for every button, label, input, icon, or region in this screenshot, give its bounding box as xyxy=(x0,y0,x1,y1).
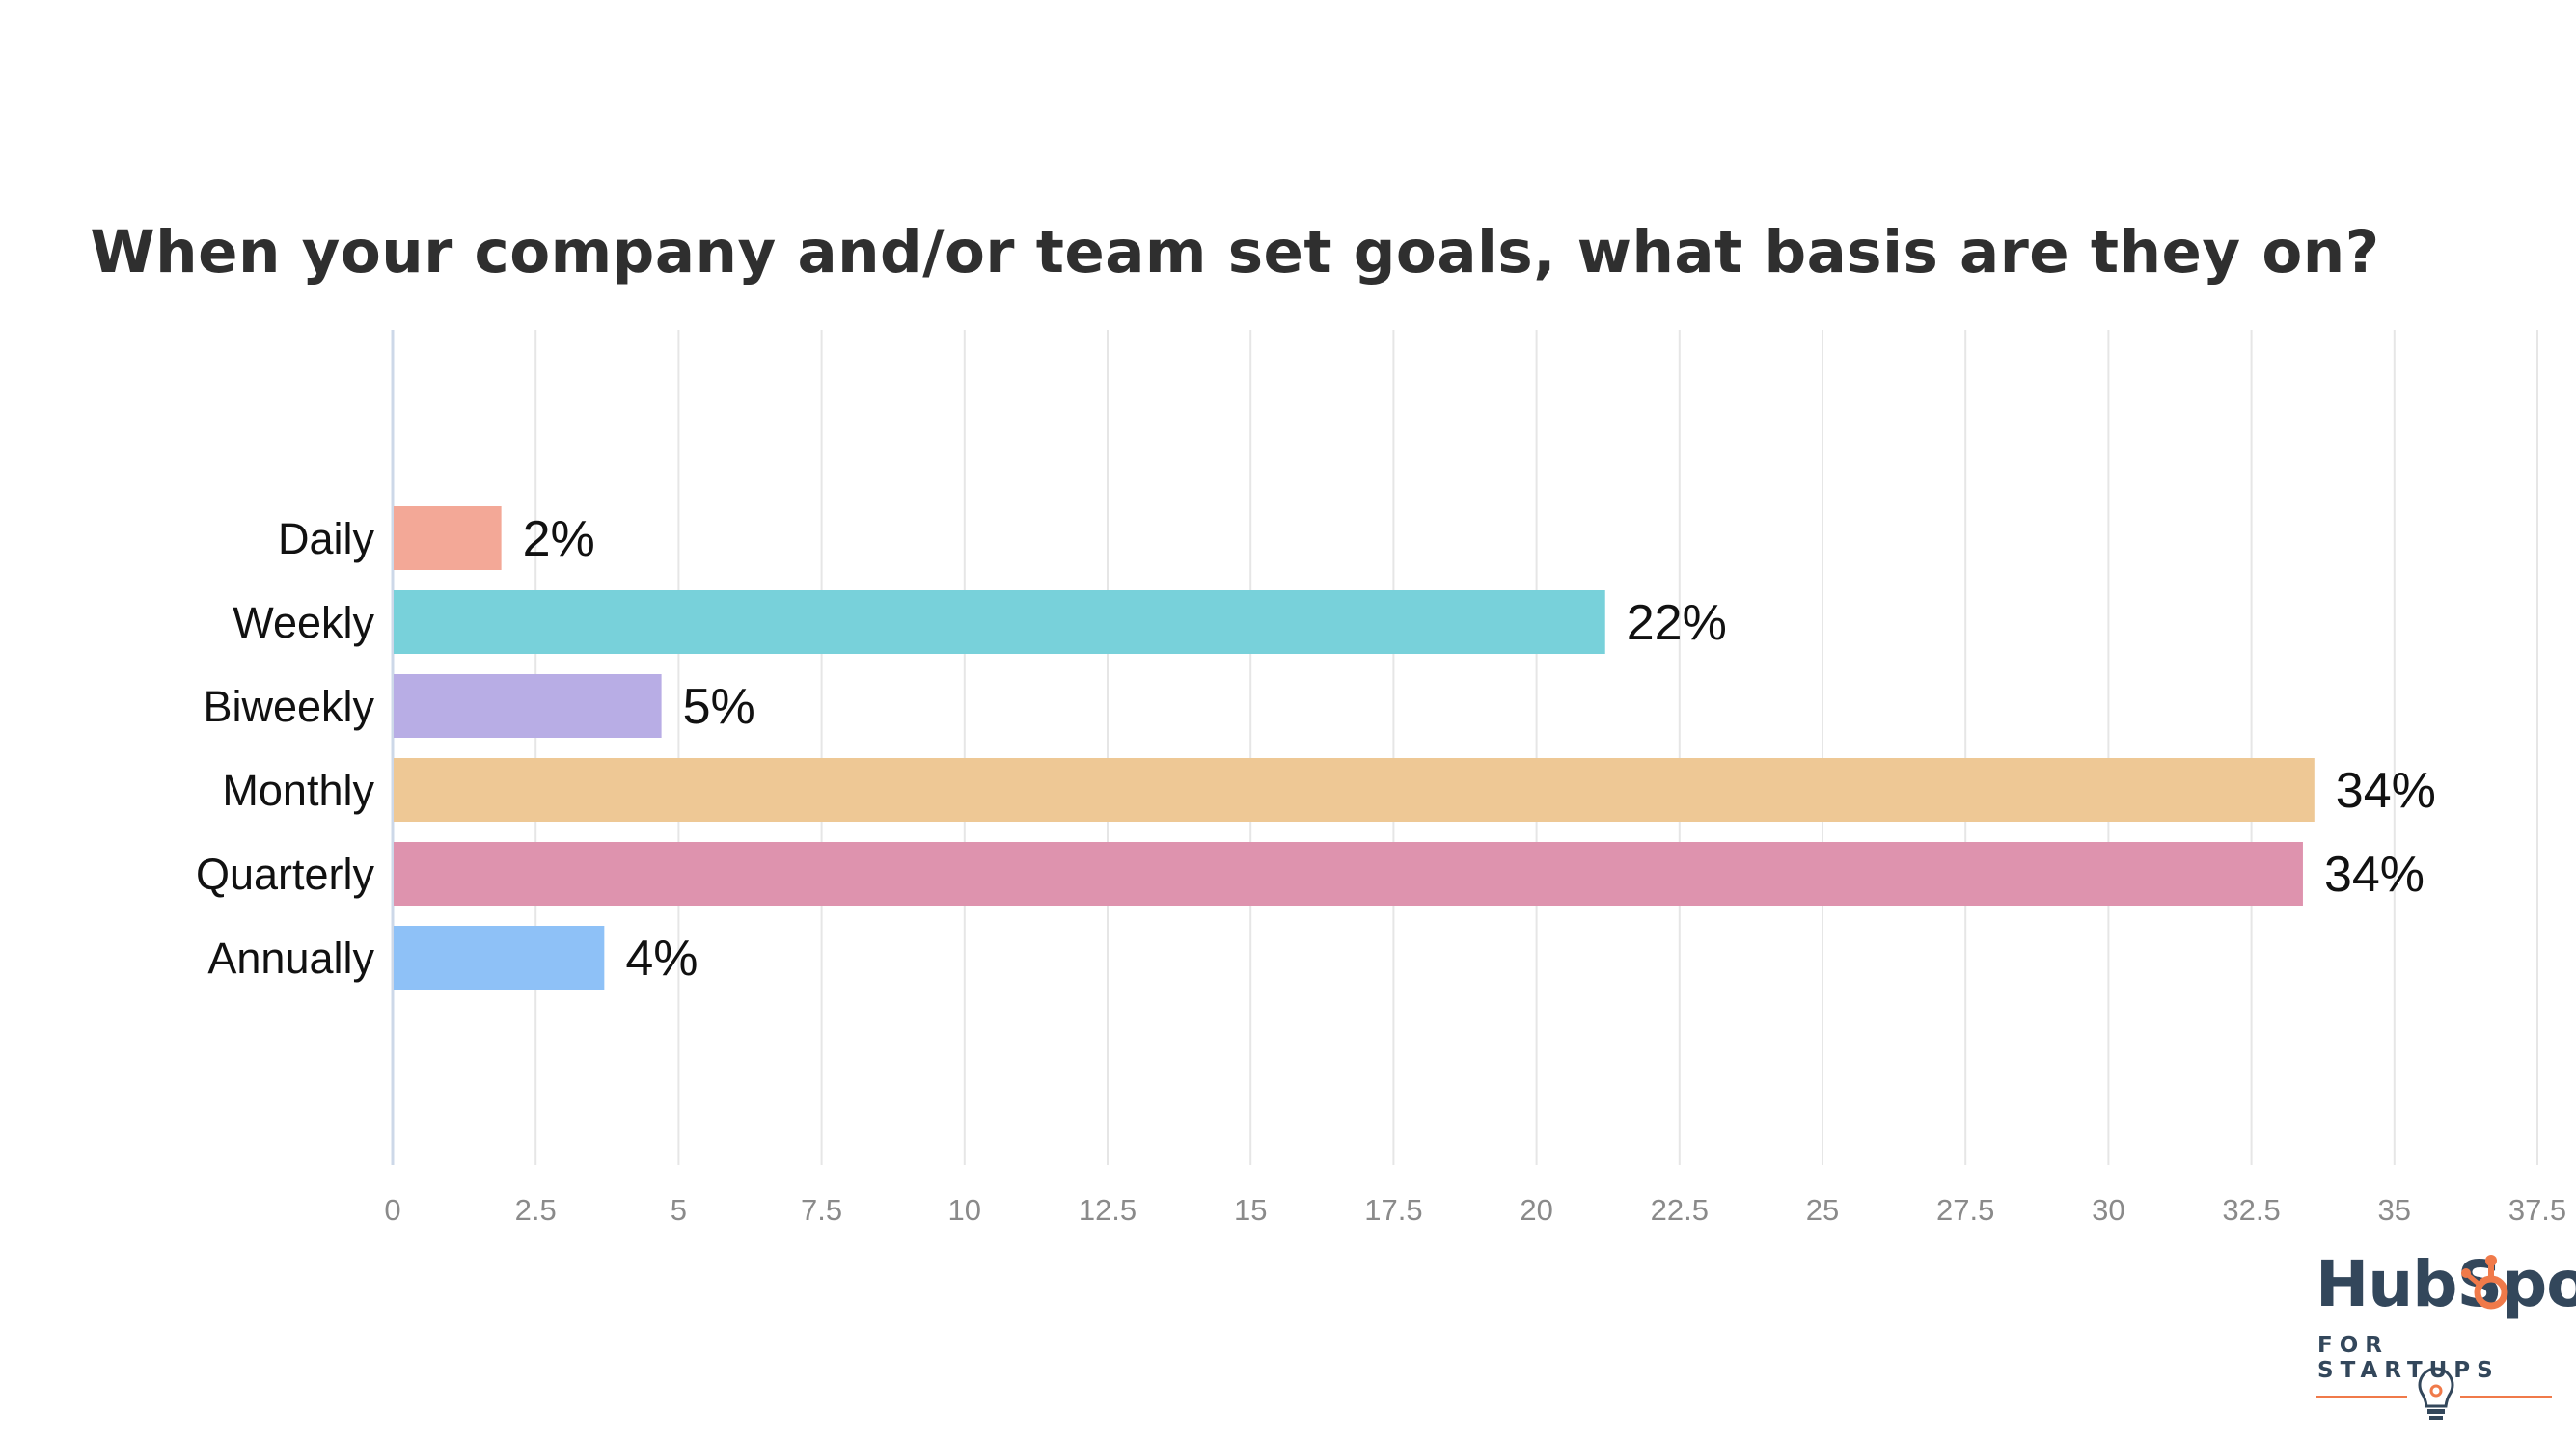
x-tick-label: 10 xyxy=(948,1193,981,1227)
category-label: Weekly xyxy=(233,598,374,647)
x-tick-label: 32.5 xyxy=(2222,1193,2280,1227)
lightbulb-icon xyxy=(2316,1367,2552,1420)
x-tick-label: 30 xyxy=(2092,1193,2124,1227)
bar-biweekly xyxy=(394,674,662,738)
bar-quarterly xyxy=(394,842,2303,906)
category-label: Monthly xyxy=(222,766,374,815)
category-label: Daily xyxy=(278,514,375,563)
data-label: 34% xyxy=(2324,847,2425,903)
data-label: 4% xyxy=(625,931,698,987)
brand-tagline: FOR STARTUPS xyxy=(2317,1333,2500,1383)
brand-wordmark: HubSpot xyxy=(2316,1247,2576,1321)
x-tick-label: 12.5 xyxy=(1079,1193,1137,1227)
data-label: 22% xyxy=(1627,595,1727,651)
x-tick-label: 2.5 xyxy=(515,1193,557,1227)
category-labels: Daily Weekly Biweekly Monthly Quarterly Annua… xyxy=(196,514,375,983)
bar-daily xyxy=(394,506,502,570)
x-tick-label: 25 xyxy=(1806,1193,1839,1227)
bar-weekly xyxy=(394,590,1605,654)
sprocket-icon xyxy=(2461,1255,2508,1310)
grid-lines xyxy=(534,330,2538,1165)
x-tick-label: 17.5 xyxy=(1364,1193,1422,1227)
hubspot-logo: HubSpot FOR STARTUPS xyxy=(2296,1250,2576,1433)
bars xyxy=(394,506,2315,990)
category-label: Quarterly xyxy=(196,850,375,899)
x-tick-label: 15 xyxy=(1234,1193,1267,1227)
x-tick-label: 35 xyxy=(2378,1193,2411,1227)
brand-name: HubSpot xyxy=(2316,1250,2576,1319)
data-label: 34% xyxy=(2336,763,2436,819)
x-tick-labels: 0 2.5 5 7.5 10 12.5 15 17.5 20 22.5 25 27.5 30 32.5 35… xyxy=(384,1193,2566,1227)
chart-title: When your company and/or team set goals,… xyxy=(90,218,2380,286)
x-tick-label: 7.5 xyxy=(801,1193,842,1227)
x-tick-label: 0 xyxy=(384,1193,400,1227)
data-label: 5% xyxy=(683,679,755,735)
category-label: Biweekly xyxy=(203,682,374,731)
x-tick-label: 20 xyxy=(1520,1193,1552,1227)
x-tick-label: 5 xyxy=(671,1193,687,1227)
data-labels: 2% 22% 5% 34% 34% 4% xyxy=(523,511,2436,987)
category-label: Annually xyxy=(207,934,374,983)
data-label: 2% xyxy=(523,511,595,567)
x-tick-label: 37.5 xyxy=(2508,1193,2566,1227)
bar-monthly xyxy=(394,758,2315,822)
x-tick-label: 27.5 xyxy=(1936,1193,1994,1227)
x-tick-label: 22.5 xyxy=(1651,1193,1709,1227)
bar-annually xyxy=(394,926,605,990)
